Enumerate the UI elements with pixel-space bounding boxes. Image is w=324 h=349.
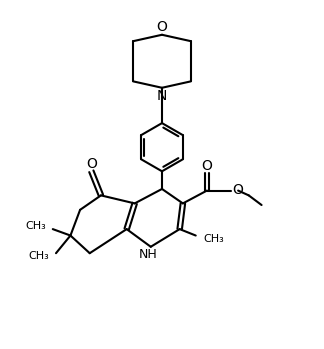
Text: O: O: [202, 159, 213, 173]
Text: CH₃: CH₃: [26, 221, 46, 231]
Text: O: O: [86, 157, 97, 171]
Text: CH₃: CH₃: [204, 234, 225, 244]
Text: N: N: [157, 89, 167, 103]
Text: O: O: [233, 183, 244, 197]
Text: O: O: [156, 20, 168, 34]
Text: CH₃: CH₃: [29, 251, 50, 261]
Text: NH: NH: [139, 248, 157, 261]
